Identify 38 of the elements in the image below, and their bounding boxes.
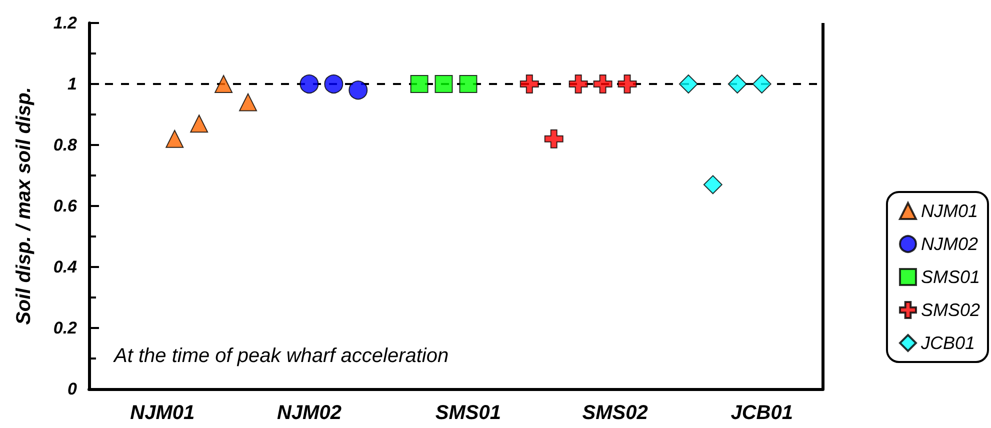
y-tick-label: 0.4 [53,258,78,276]
legend-label: NJM01 [920,201,978,221]
y-tick-label: 0.6 [53,196,78,216]
point [166,130,184,148]
legend-label: JCB01 [920,333,976,353]
y-axis-title: Soil disp. / max soil disp. [13,87,35,325]
point [459,75,478,93]
point [348,80,368,100]
point [410,75,428,93]
point [593,74,612,94]
point [190,114,208,133]
y-tick-label: 0.2 [53,318,78,338]
x-tick-label: SMS01 [435,402,502,424]
x-tick-label: NJM01 [130,402,195,424]
y-tick-label: 0.8 [53,136,78,154]
legend-label: SMS01 [920,267,980,287]
point [239,93,258,112]
point [728,74,747,94]
point [300,74,319,94]
point [544,129,564,148]
point [214,75,233,93]
point [678,74,698,94]
y-tick-label: 0 [68,380,78,398]
legend-label: SMS02 [920,300,980,320]
point [568,74,588,94]
point [618,74,637,94]
point [434,75,453,93]
point [324,74,344,94]
annotation: At the time of peak wharf acceleration [113,345,449,367]
y-tick-label: 1 [68,74,77,94]
point [703,175,722,194]
legend-label: NJM02 [920,234,978,254]
y-tick-label: 1.2 [53,14,78,32]
x-tick-label: JCB01 [730,402,793,424]
point [752,74,772,94]
point [520,74,539,94]
x-tick-label: NJM02 [276,402,342,424]
x-tick-label: SMS02 [582,402,648,424]
